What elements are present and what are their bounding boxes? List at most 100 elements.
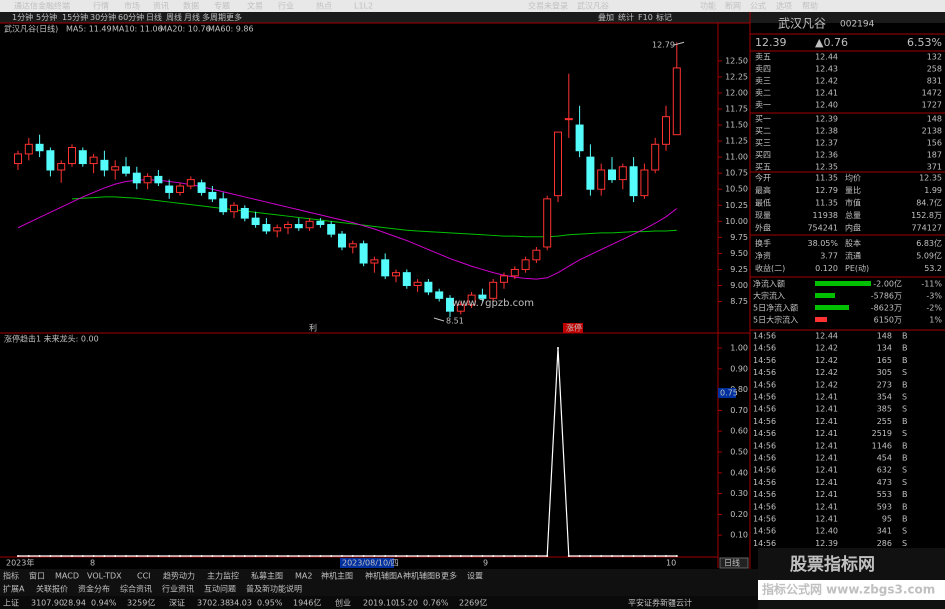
menu-item[interactable]: 行业	[278, 1, 294, 11]
period-tab[interactable]: 30分钟	[90, 12, 116, 22]
indicator-dot	[578, 555, 581, 557]
indicator-tab[interactable]: 趋势动力	[163, 571, 195, 581]
candle-body	[543, 198, 552, 248]
indicator-tab[interactable]: 主力监控	[207, 571, 239, 581]
indicator-tab[interactable]: 私募主图	[251, 571, 283, 581]
indicator-dot	[643, 555, 646, 557]
indicator-tab[interactable]: MACD	[55, 572, 79, 581]
menu-item[interactable]: 帮助	[802, 1, 818, 11]
menu-item[interactable]: 热点	[316, 1, 332, 11]
candle-body	[122, 166, 130, 174]
stat-label: 最低	[755, 198, 771, 208]
indicator-tab[interactable]: 神机辅图A	[365, 571, 403, 581]
period-tab[interactable]: 周线	[166, 12, 182, 22]
candle-body	[608, 169, 616, 181]
tick-volume: 553	[877, 490, 892, 499]
period-tab[interactable]: 1分钟	[12, 12, 33, 22]
indicator-tab[interactable]: 神机主图	[321, 571, 353, 581]
menu-item[interactable]: 公式	[750, 1, 766, 11]
indicator-dot	[135, 555, 138, 557]
indicator-dot	[557, 347, 559, 349]
period-tab[interactable]: 15分钟	[62, 12, 88, 22]
indicator-dot	[492, 555, 495, 557]
y-tick-label: 11.00	[725, 153, 748, 162]
info-tab[interactable]: 行业资讯	[162, 584, 194, 594]
period-button[interactable]: 日线	[724, 558, 740, 568]
indicator-dot	[49, 555, 52, 557]
tool-button[interactable]: 标记	[656, 12, 672, 22]
candle-body	[186, 179, 195, 187]
indicator-tab[interactable]: CCI	[137, 572, 151, 581]
indicator-tab[interactable]: 指标	[3, 571, 19, 581]
period-tab[interactable]: 更多	[226, 12, 242, 22]
menu-status[interactable]: 武汉凡谷	[577, 1, 609, 11]
menu-status[interactable]: 交易未登录	[528, 1, 568, 11]
info-tab[interactable]: 扩展A	[3, 584, 25, 594]
candle-body	[165, 185, 174, 193]
info-tab[interactable]: 互动问题	[204, 584, 236, 594]
indicator-tab[interactable]: MA2	[295, 572, 312, 581]
tick-side: S	[902, 539, 907, 548]
indicator-dot	[287, 555, 289, 557]
candle-body	[208, 191, 217, 200]
menu-item[interactable]: 专题	[214, 1, 230, 11]
index-value: 2019.10	[363, 599, 396, 608]
period-tab[interactable]: 60分钟	[118, 12, 144, 22]
stat-value: 1.99	[924, 186, 942, 195]
period-tab[interactable]: 月线	[184, 12, 200, 22]
indicator-dot	[503, 555, 505, 557]
menu-item[interactable]: 市场	[124, 1, 140, 11]
info-tab[interactable]: 资金分布	[78, 584, 110, 594]
info-tab[interactable]: 综合资讯	[120, 584, 152, 594]
index-value: 0.76%	[423, 599, 449, 608]
menu-item[interactable]: 断网	[725, 1, 741, 11]
indicator-dot	[265, 555, 268, 557]
period-tab[interactable]: 日线	[146, 12, 162, 22]
book-volume: 371	[927, 163, 942, 172]
indicator-tab[interactable]: VOL-TDX	[87, 572, 122, 581]
menu-item[interactable]: 资讯	[153, 1, 169, 11]
indicator-tab[interactable]: 窗口	[29, 571, 45, 581]
menu-item[interactable]: 功能	[700, 1, 716, 11]
stat-label: 均价	[845, 173, 861, 183]
y-tick-label: 0.30	[730, 489, 748, 498]
x-label: 10	[666, 559, 676, 568]
x-label: 8	[90, 559, 95, 568]
tick-volume: 305	[877, 368, 892, 377]
index-value: 3702.38	[197, 599, 230, 608]
info-tab[interactable]: 关联报价	[36, 584, 68, 594]
period-tab[interactable]: 5分钟	[36, 12, 57, 22]
cursor-box	[718, 388, 736, 398]
candle-body	[46, 150, 55, 171]
tool-button[interactable]: 统计	[618, 12, 634, 22]
candle-body	[521, 259, 530, 270]
candle-body	[413, 281, 422, 286]
indicator-tab[interactable]: 神机辅图B	[403, 571, 441, 581]
tick-volume: 473	[877, 478, 892, 487]
tool-button[interactable]: 叠加	[598, 12, 614, 22]
watermark: www.7gpzb.com	[452, 298, 534, 309]
menu-item[interactable]: 数据	[183, 1, 199, 11]
indicator-dot	[38, 555, 41, 557]
tool-button[interactable]: F10	[638, 13, 653, 22]
low-pointer	[433, 317, 445, 322]
menu-item[interactable]: L1L2	[354, 2, 373, 11]
ma-label: MA60: 9.86	[208, 25, 254, 34]
menu-item[interactable]: 选项	[776, 1, 792, 11]
stat-value: 754241	[807, 224, 838, 233]
menu-item[interactable]: 文易	[247, 1, 263, 11]
indicator-tab[interactable]: 设置	[467, 571, 483, 581]
candle-body	[575, 124, 584, 152]
indicator-dot	[481, 555, 484, 557]
tick-price: 12.44	[815, 332, 838, 341]
period-tab[interactable]: 多周期	[202, 12, 226, 22]
candle-body	[89, 156, 98, 165]
indicator-tab[interactable]: 更多	[441, 571, 457, 581]
menu-item[interactable]: 行情	[93, 1, 109, 11]
index-value: 0.94%	[91, 599, 117, 608]
candle-body	[554, 131, 562, 197]
indicator-dot	[297, 555, 300, 557]
info-tab[interactable]: 普及新功能说明	[246, 584, 302, 594]
book-level: 卖二	[755, 89, 771, 98]
tick-time: 14:56	[753, 332, 776, 341]
